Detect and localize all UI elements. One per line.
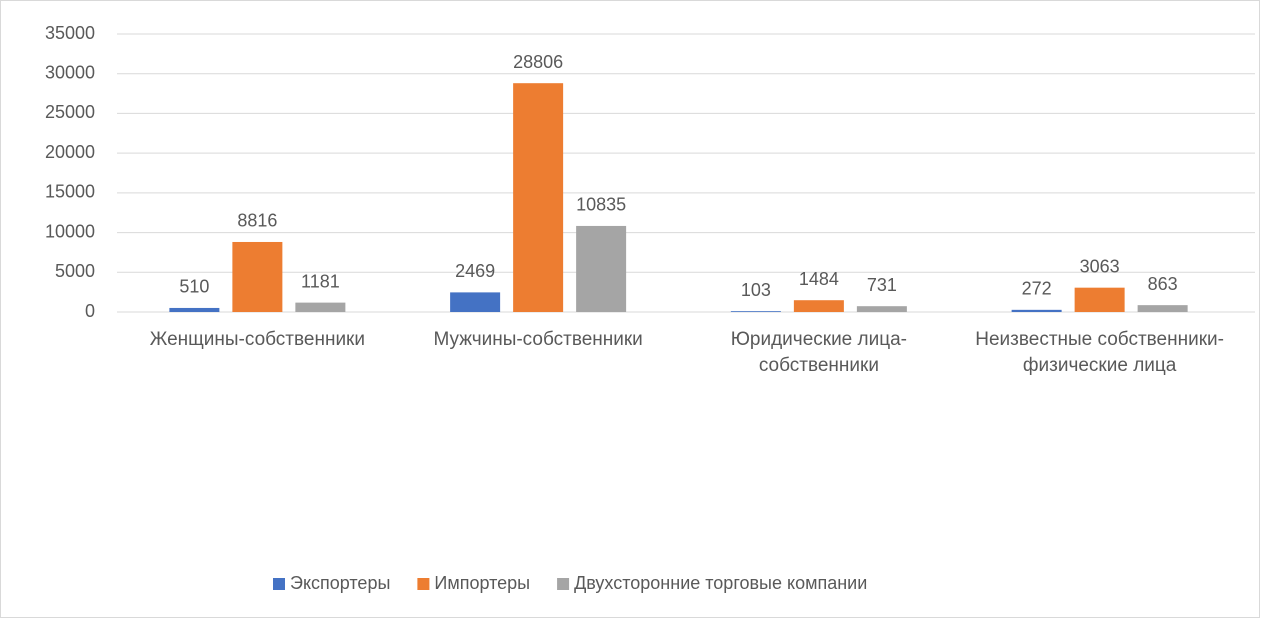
legend-label: Двухсторонние торговые компании — [574, 573, 867, 593]
y-tick-label: 15000 — [45, 182, 95, 202]
bar — [856, 306, 907, 312]
legend-swatch — [557, 578, 570, 590]
bar — [450, 292, 501, 312]
bar — [232, 241, 283, 312]
x-tick-label-box: Юридические лица-собственники — [730, 329, 908, 376]
legend-label: Импортеры — [434, 573, 530, 593]
bar — [730, 311, 781, 312]
legend-label: Экспортеры — [290, 573, 390, 593]
data-label: 731 — [867, 275, 897, 295]
data-label: 10835 — [576, 195, 626, 215]
y-tick-label: 25000 — [45, 102, 95, 122]
x-tick-label-box: Неизвестные собственники-физические лица — [975, 329, 1224, 376]
y-tick-label: 30000 — [45, 62, 95, 82]
data-label: 3063 — [1080, 256, 1120, 276]
data-label: 272 — [1022, 279, 1052, 299]
bar — [513, 83, 564, 312]
data-label: 8816 — [237, 211, 277, 231]
x-tick-label: Мужчины-собственники — [433, 329, 643, 350]
data-label: 863 — [1148, 274, 1178, 294]
bar — [1074, 287, 1125, 312]
y-tick-label: 0 — [85, 301, 95, 321]
x-tick-label: Женщины-собственники — [149, 329, 365, 350]
y-tick-label: 10000 — [45, 221, 95, 241]
y-tick-label: 20000 — [45, 142, 95, 162]
bar — [793, 300, 844, 312]
y-tick-label: 35000 — [45, 23, 95, 43]
x-tick-label-box: Женщины-собственники — [149, 329, 365, 350]
bar — [295, 302, 346, 312]
data-label: 103 — [741, 280, 771, 300]
data-label: 28806 — [513, 52, 563, 72]
data-label: 510 — [179, 277, 209, 297]
data-label: 1484 — [799, 269, 839, 289]
bar — [576, 225, 627, 312]
legend-swatch — [417, 578, 430, 590]
y-tick-label: 5000 — [55, 261, 95, 281]
x-tick-label: Неизвестные собственники-физические лица — [975, 329, 1224, 376]
data-label: 2469 — [455, 261, 495, 281]
x-tick-label: Юридические лица-собственники — [730, 329, 908, 376]
bar — [1137, 305, 1188, 312]
bar — [169, 307, 220, 312]
bar — [1011, 309, 1062, 312]
x-tick-label-box: Мужчины-собственники — [433, 329, 643, 350]
legend-swatch — [273, 578, 285, 590]
data-label: 1181 — [301, 271, 340, 291]
